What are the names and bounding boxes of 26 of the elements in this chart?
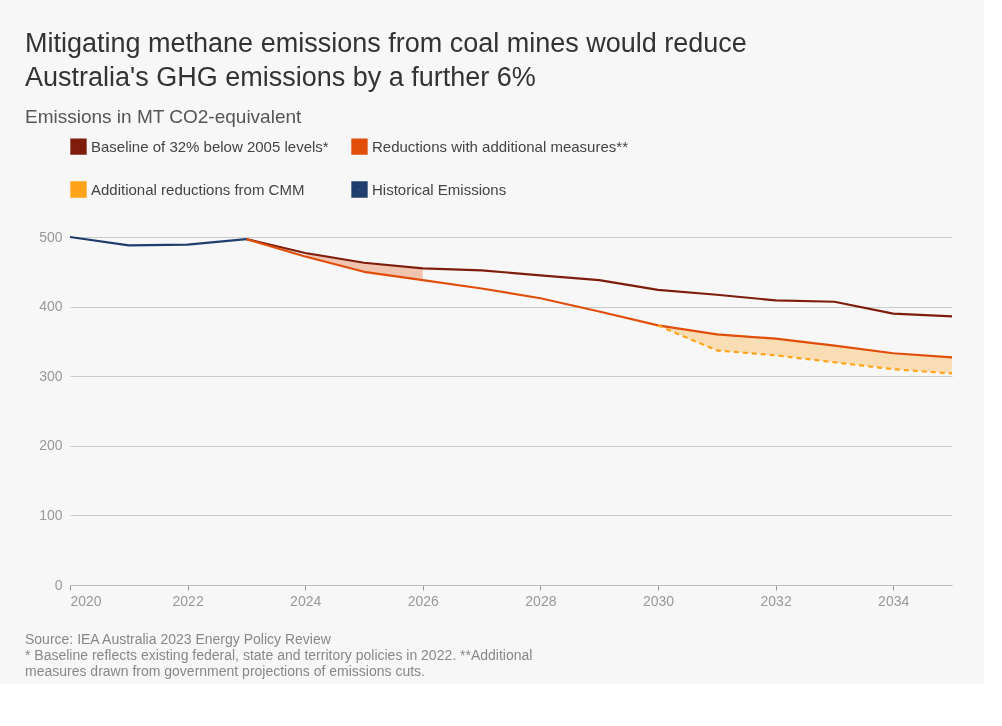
x-tick-label: 2026 <box>407 592 440 609</box>
chart-subtitle: Emissions in MT CO2-equivalent <box>25 106 303 127</box>
legend-label: Historical Emissions <box>372 180 507 198</box>
line-series <box>245 237 954 359</box>
y-tick-label: 0 <box>54 576 63 593</box>
y-tick-label: 100 <box>39 506 63 523</box>
line-series <box>68 235 248 247</box>
chart-title: Mitigating methane emissions from coal mines would reduce Australia's GHG emissions by a further 6% <box>25 28 747 92</box>
legend-label: Baseline of 32% below 2005 levels* <box>91 137 329 155</box>
y-tick-label: 400 <box>39 298 63 315</box>
x-tick-label: 2030 <box>642 592 675 609</box>
x-tick-label: 2028 <box>525 592 557 609</box>
x-tick-label: 2032 <box>760 592 792 609</box>
x-tick-label: 2020 <box>70 592 102 609</box>
line-series <box>245 237 954 318</box>
y-tick-label: 200 <box>39 437 63 454</box>
x-tick-label: 2022 <box>172 592 204 609</box>
text: * Baseline reflects existing federal, state and territory policies in 2022. **Additional <box>25 647 533 663</box>
legend-label: Reductions with additional measures** <box>372 137 629 155</box>
x-tick-label: 2024 <box>290 592 322 609</box>
source-note: Source: IEA Australia 2023 Energy Policy Review <box>25 631 332 647</box>
text: measures drawn from government projections of emissions cuts. <box>25 663 425 679</box>
legend-label: Additional reductions from CMM <box>91 180 305 198</box>
x-tick-label: 2034 <box>878 592 910 609</box>
y-tick-label: 500 <box>39 228 63 245</box>
y-tick-label: 300 <box>39 367 63 384</box>
